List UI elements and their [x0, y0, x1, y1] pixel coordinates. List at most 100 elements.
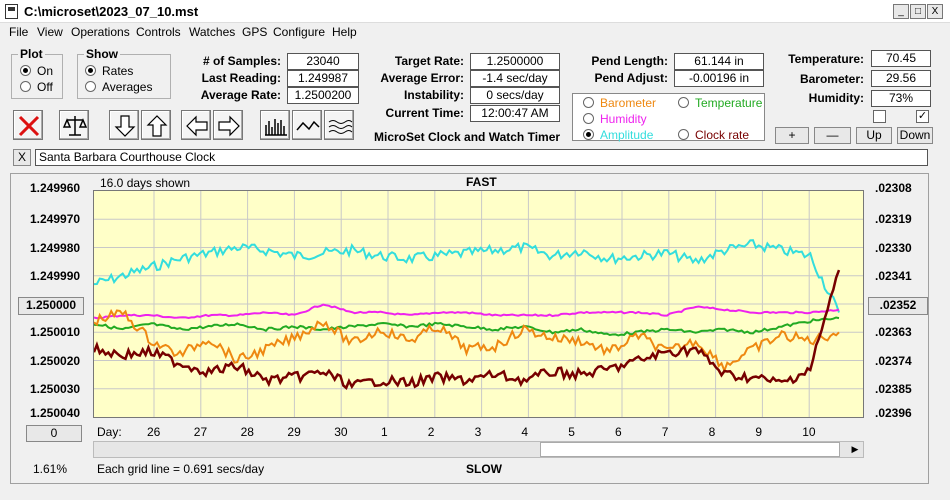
barometer-value: 29.56 [871, 70, 931, 87]
day-tick-label: 10 [802, 425, 816, 439]
day-tick-label: 5 [568, 425, 575, 439]
temperature-label: Temperature: [788, 52, 864, 66]
center-left-button[interactable]: 1.250000 [18, 297, 84, 315]
radio-empty-icon [20, 81, 31, 92]
y-tick-label: 1.250020 [30, 353, 81, 368]
center-right-button[interactable]: .02352 [868, 297, 928, 315]
current-time-label: Current Time: [385, 106, 464, 120]
series-temperature-radio[interactable]: Temperature [678, 96, 762, 110]
show-averages-radio[interactable]: Averages [85, 80, 152, 94]
arrow-down-button[interactable] [109, 110, 139, 140]
minus-button[interactable]: — [814, 127, 851, 144]
plot-group-title: Plot [20, 47, 43, 61]
option-checkbox-1[interactable] [873, 110, 886, 123]
radio-selected-icon [85, 65, 96, 76]
option-checkbox-2[interactable]: ✓ [916, 110, 929, 123]
y2-tick-label: .02341 [875, 268, 912, 283]
series-amplitude-radio[interactable]: Amplitude [583, 128, 653, 142]
histogram-button[interactable] [260, 110, 290, 140]
series-line-humidity [93, 303, 840, 320]
arrow-up-button[interactable] [141, 110, 171, 140]
days-shown-label: 16.0 days shown [100, 176, 191, 190]
temperature-value: 70.45 [871, 50, 931, 67]
scrollbar-thumb[interactable] [540, 442, 840, 457]
menu-operations[interactable]: Operations [71, 25, 130, 39]
app-icon [5, 4, 18, 19]
y2-tick-label: .02319 [875, 212, 912, 227]
series-humidity-label: Humidity [600, 112, 647, 126]
red-x-icon [18, 115, 40, 137]
chart-area [92, 190, 864, 418]
line-chart [92, 191, 863, 417]
radio-empty-icon [583, 97, 594, 108]
watch-name-field[interactable]: Santa Barbara Courthouse Clock [35, 149, 928, 166]
fast-label: FAST [466, 175, 497, 189]
menu-watches[interactable]: Watches [189, 25, 236, 39]
arrow-up-icon [146, 115, 168, 137]
show-averages-label: Averages [102, 80, 153, 94]
series-clock-rate-label: Clock rate [695, 128, 750, 142]
show-rates-radio[interactable]: Rates [85, 64, 133, 78]
pend-length-value: 61.144 in [674, 53, 764, 70]
humidity-label: Humidity: [808, 91, 864, 105]
close-button[interactable]: X [927, 4, 943, 19]
maximize-button[interactable]: □ [910, 4, 926, 19]
grid-note: Each grid line = 0.691 secs/day [97, 462, 265, 476]
arrow-left-button[interactable] [181, 110, 211, 140]
menu-file[interactable]: File [9, 25, 29, 39]
plus-button[interactable]: + [775, 127, 809, 144]
series-barometer-label: Barometer [600, 96, 657, 110]
menu-gps[interactable]: GPS [242, 25, 268, 39]
day-tick-label: 7 [661, 425, 669, 439]
samples-label: # of Samples: [202, 54, 281, 68]
plot-on-radio[interactable]: On [20, 64, 53, 78]
horizontal-scrollbar[interactable]: ▶ [93, 441, 864, 458]
series-selector [572, 93, 765, 141]
minimize-button[interactable]: _ [893, 4, 909, 19]
average-rate-label: Average Rate: [200, 88, 281, 102]
last-reading-label: Last Reading: [201, 71, 281, 85]
last-reading-value: 1.249987 [287, 70, 359, 87]
arrow-left-icon [186, 115, 208, 137]
day-tick-label: 6 [615, 425, 622, 439]
barometer-label: Barometer: [799, 72, 864, 86]
y2-tick-label: .02374 [875, 353, 912, 368]
day-tick-label: 9 [755, 425, 763, 439]
series-clock-rate-radio[interactable]: Clock rate [678, 128, 749, 142]
pend-adjust-label: Pend Adjust: [594, 71, 668, 85]
arrow-right-button[interactable] [213, 110, 243, 140]
series-line-barometer [93, 308, 840, 374]
offset-button[interactable]: 0 [26, 425, 82, 442]
samples-value: 23040 [287, 53, 359, 70]
arrow-right-icon [218, 115, 240, 137]
current-time-value: 12:00:47 AM [470, 105, 560, 122]
series-humidity-radio[interactable]: Humidity [583, 112, 647, 126]
stop-button[interactable] [13, 110, 43, 140]
day-prefix: Day: [97, 425, 122, 439]
balance-button[interactable] [59, 110, 89, 140]
day-tick-label: 27 [193, 425, 208, 439]
up-button[interactable]: Up [856, 127, 892, 144]
radio-selected-icon [583, 129, 594, 140]
multi-wave-button[interactable] [324, 110, 354, 140]
y2-tick-label: .02396 [875, 406, 912, 420]
series-barometer-radio[interactable]: Barometer [583, 96, 656, 110]
menu-view[interactable]: View [37, 25, 63, 39]
app-name: MicroSet Clock and Watch Timer [374, 130, 561, 144]
scroll-right-arrow-icon[interactable]: ▶ [851, 444, 859, 454]
multi-wave-icon [328, 120, 353, 134]
trend-button[interactable] [292, 110, 322, 140]
menu-controls[interactable]: Controls [136, 25, 181, 39]
y2-tick-label: .02385 [875, 381, 912, 396]
title-bar: C:\microset\2023_07_10.mst _ □ X [0, 0, 950, 23]
show-group: Show [77, 47, 171, 99]
show-group-title: Show [86, 47, 118, 61]
menu-help[interactable]: Help [332, 25, 357, 39]
menu-configure[interactable]: Configure [273, 25, 326, 39]
down-button[interactable]: Down [897, 127, 933, 144]
clear-watch-button[interactable]: X [13, 149, 31, 166]
radio-empty-icon [583, 113, 594, 124]
plot-off-radio[interactable]: Off [20, 80, 53, 94]
y-tick-label: 1.249980 [30, 240, 81, 255]
y-tick-label: 1.250010 [30, 325, 81, 340]
